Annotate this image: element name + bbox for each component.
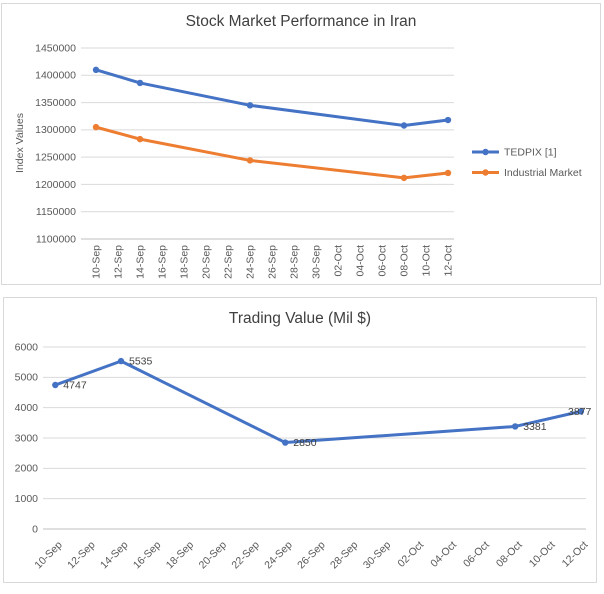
x-axis-tick-label: 26-Sep <box>266 245 278 279</box>
x-axis-tick-label: 08-Oct <box>398 245 410 277</box>
x-axis-tick-label: 06-Oct <box>461 539 492 570</box>
data-point-marker[interactable] <box>246 102 254 109</box>
x-axis-tick-label: 14-Sep <box>98 539 131 572</box>
x-axis-tick-label: 24-Sep <box>262 539 295 572</box>
legend-label: TEDPIX [1] <box>504 146 557 158</box>
data-point-marker[interactable] <box>136 79 144 87</box>
data-point-marker[interactable] <box>400 122 408 129</box>
data-point-marker[interactable] <box>444 116 452 124</box>
x-axis-tick-label: 08-Oct <box>494 539 525 570</box>
x-axis-tick-label: 02-Oct <box>332 245 344 277</box>
data-label: 3381 <box>523 421 547 433</box>
x-axis-tick-label: 06-Oct <box>376 245 388 277</box>
x-axis-tick-label: 02-Oct <box>395 539 426 570</box>
y-axis-tick-label: 4000 <box>15 402 39 414</box>
x-axis-tick-label: 16-Sep <box>156 245 168 279</box>
x-axis-tick-label: 20-Sep <box>200 245 212 279</box>
x-axis-tick-label: 30-Sep <box>361 539 394 572</box>
data-point-marker[interactable] <box>444 169 452 177</box>
stock-market-chart-plot: 1450000 1400000 1350000 1300000 1250000 12000… <box>35 42 582 279</box>
x-axis-tick-label: 10-Oct <box>420 245 432 277</box>
y-axis-tick-label: 0 <box>32 523 38 535</box>
legend-label: Industrial Market <box>504 167 582 179</box>
series-line-tedpix-1[interactable] <box>94 68 450 127</box>
y-axis-tick-label: 1400000 <box>35 70 76 82</box>
data-point-marker[interactable] <box>282 439 289 446</box>
legend-item-tedpix-1[interactable]: TEDPIX [1] <box>472 146 557 158</box>
x-axis-tick-label: 04-Oct <box>354 245 366 277</box>
x-axis-tick-label: 28-Sep <box>328 539 361 572</box>
stock-market-chart-title: Stock Market Performance in Iran <box>185 13 417 30</box>
x-axis-tick-label: 12-Sep <box>112 245 124 279</box>
x-axis-tick-label: 14-Sep <box>134 245 146 279</box>
stock-market-chart-panel[interactable]: Stock Market Performance in Iran Index V… <box>1 3 601 285</box>
series-line-industrial-market[interactable] <box>94 125 450 180</box>
y-axis-tick-label: 1350000 <box>35 97 76 109</box>
x-axis-tick-label: 12-Sep <box>65 539 98 572</box>
data-point-marker[interactable] <box>92 66 100 74</box>
y-axis-tick-label: 3000 <box>15 432 39 444</box>
data-point-marker[interactable] <box>512 423 519 430</box>
trading-value-chart-plot: 6000 5000 4000 3000 2000 1000 0 10-Sep 12-Sep 14-… <box>15 341 592 572</box>
y-axis-tick-label: 5000 <box>15 372 39 384</box>
x-axis-tick-label: 22-Sep <box>222 245 234 279</box>
x-axis-tick-label: 24-Sep <box>244 245 256 279</box>
data-label: 2850 <box>293 437 317 449</box>
y-axis-tick-label: 1450000 <box>35 42 76 54</box>
x-axis-tick-label: 22-Sep <box>229 539 262 572</box>
trading-value-chart-title: Trading Value (Mil $) <box>228 310 372 327</box>
data-point-marker[interactable] <box>52 381 59 389</box>
data-point-marker[interactable] <box>246 157 254 164</box>
data-point-marker[interactable] <box>577 408 585 415</box>
x-axis-tick-label: 28-Sep <box>288 245 300 279</box>
x-axis-tick-label: 20-Sep <box>197 539 230 572</box>
x-axis-tick-label: 10-Sep <box>90 245 102 279</box>
y-axis-tick-label: 1000 <box>15 493 39 505</box>
y-axis-tick-label: 1100000 <box>36 233 76 245</box>
y-axis-tick-label: 6000 <box>15 341 39 353</box>
y-axis-tick-label: 2000 <box>15 463 39 475</box>
x-axis-tick-label: 18-Sep <box>164 539 197 572</box>
y-axis-tick-label: 1300000 <box>35 124 76 136</box>
legend-marker <box>482 169 489 176</box>
legend-item-industrial-market[interactable]: Industrial Market <box>472 167 582 179</box>
x-axis-tick-label: 26-Sep <box>295 539 328 572</box>
data-label: 5535 <box>129 355 153 367</box>
x-axis-tick-label: 10-Sep <box>32 539 65 572</box>
y-axis-tick-label: 1200000 <box>35 179 76 191</box>
series-line-0[interactable] <box>53 359 583 445</box>
y-axis-tick-label: 1250000 <box>35 152 76 164</box>
trading-value-chart-panel[interactable]: Trading Value (Mil $) 6000 5000 4000 3000 20… <box>3 297 597 583</box>
data-point-marker[interactable] <box>136 135 144 143</box>
data-point-marker[interactable] <box>400 174 408 182</box>
data-point-marker[interactable] <box>92 123 100 131</box>
x-axis-tick-label: 30-Sep <box>310 245 322 279</box>
x-axis-tick-label: 18-Sep <box>178 245 190 279</box>
data-label: 4747 <box>63 379 87 391</box>
x-axis-tick-label: 10-Oct <box>527 539 558 570</box>
x-axis-tick-label: 04-Oct <box>428 539 459 570</box>
data-point-marker[interactable] <box>117 357 125 365</box>
legend-marker <box>482 148 489 156</box>
y-axis-tick-label: 1150000 <box>36 206 76 218</box>
x-axis-tick-label: 12-Oct <box>560 539 591 570</box>
x-axis-tick-label: 16-Sep <box>131 539 164 572</box>
x-axis-tick-label: 12-Oct <box>442 245 454 277</box>
data-label: 3877 <box>568 406 592 418</box>
